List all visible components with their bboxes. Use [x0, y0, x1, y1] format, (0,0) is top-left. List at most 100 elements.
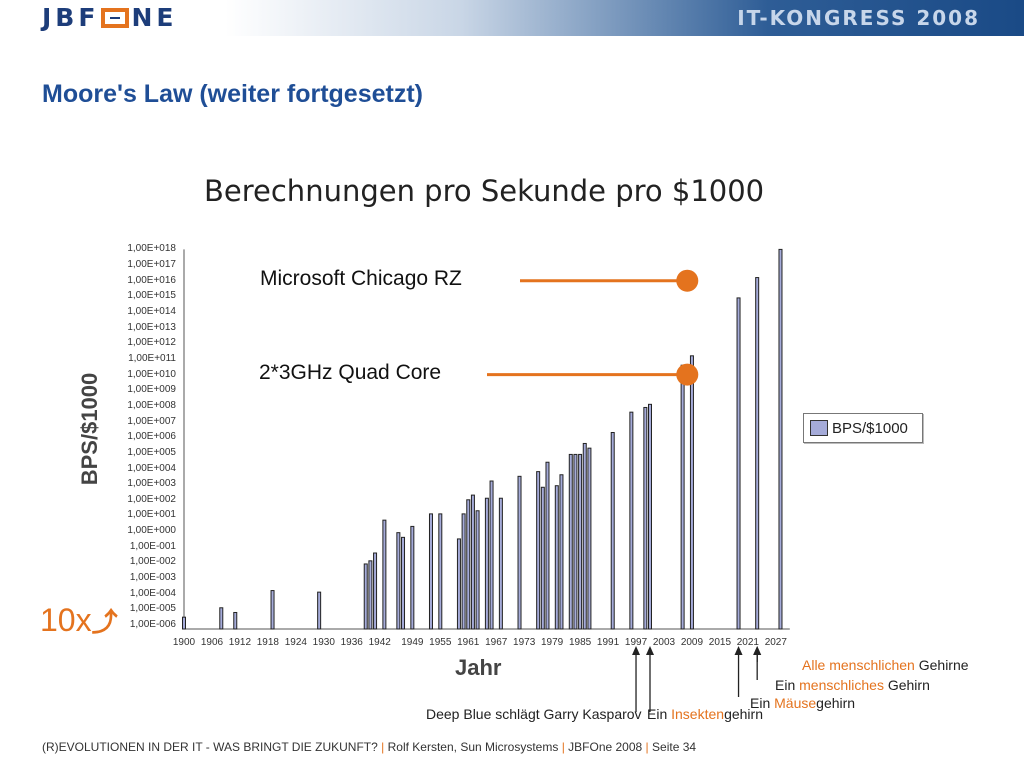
x-tick-label: 1912: [228, 637, 252, 648]
x-tick-label: 2027: [764, 637, 787, 648]
chart-bar: [396, 532, 401, 630]
chart-bar: [382, 519, 387, 630]
chart-bar: [317, 591, 322, 630]
chart-bar: [401, 536, 406, 630]
milestone-all-brains: Alle menschlichen Gehirne: [802, 657, 969, 673]
chart-bar: [270, 590, 275, 630]
chart-bar: [545, 461, 550, 630]
milestone-mouse-brain: Ein Mäusegehirn: [750, 695, 856, 711]
chart-bar: [182, 616, 186, 630]
chart-bar: [470, 494, 475, 630]
y-tick-label: 1,00E+001: [127, 509, 176, 521]
congress-title: IT-KONGRESS 2008: [737, 6, 980, 30]
x-tick-label: 1900: [172, 637, 196, 648]
y-tick-label: 1,00E+004: [127, 462, 176, 474]
legend-label: BPS/$1000: [832, 419, 908, 437]
y-tick-label: 1,00E+002: [127, 493, 176, 505]
x-tick-label: 2003: [652, 637, 676, 648]
chart-bar: [568, 453, 573, 630]
chart-bar: [219, 607, 224, 630]
y-tick-label: 1,00E+014: [127, 306, 176, 317]
x-tick-label: 1967: [485, 637, 508, 648]
chart-bar: [778, 248, 783, 630]
y-tick-label: 1,00E+013: [127, 321, 176, 333]
x-tick-label: 1936: [340, 637, 363, 648]
chart-bar: [536, 471, 541, 630]
callout-quad-core: 2*3GHz Quad Core: [259, 361, 442, 384]
header-bar: JBF NE IT-KONGRESS 2008: [0, 0, 1024, 36]
chart-bar: [554, 485, 559, 630]
chart-bar: [587, 447, 592, 630]
footer-event: JBFOne 2008: [568, 740, 643, 754]
chart-bar: [540, 486, 545, 630]
chart-bar: [475, 510, 480, 630]
footer: (R)EVOLUTIONEN IN DER IT - WAS BRINGT DI…: [42, 740, 697, 754]
y-tick-label: 1,00E+016: [127, 274, 176, 286]
chart-bar: [410, 525, 415, 630]
chart-bar: [498, 497, 503, 630]
x-tick-label: 1930: [312, 637, 335, 648]
chart-bar: [489, 480, 494, 630]
y-tick-label: 1,00E-004: [129, 587, 176, 599]
slide-title: Moore's Law (weiter fortgesetzt): [42, 80, 423, 108]
y-tick-label: 1,00E+012: [127, 337, 176, 349]
milestone-deep-blue: Deep Blue schlägt Garry Kasparov: [426, 706, 642, 722]
milestone-insect-brain: Ein Insektengehirn: [647, 706, 763, 722]
footer-title: (R)EVOLUTIONEN IN DER IT - WAS BRINGT DI…: [42, 740, 378, 754]
logo-text-left: JBF: [42, 3, 100, 32]
y-tick-label: 1,00E+007: [127, 415, 176, 427]
chart-bar: [456, 538, 461, 630]
chart-bar: [582, 442, 587, 630]
legend-swatch: [810, 420, 828, 436]
milestone-arrowhead: [632, 646, 641, 655]
chart-bar: [368, 560, 373, 630]
chart-bar: [610, 432, 615, 630]
callout-dot: [676, 363, 699, 386]
chart-bar: [466, 499, 471, 630]
y-tick-label: 1,00E-002: [129, 556, 176, 568]
x-tick-label: 1979: [541, 637, 564, 648]
y-tick-label: 1,00E-005: [129, 603, 176, 615]
chart-bar: [680, 364, 685, 630]
x-tick-label: 1924: [284, 637, 307, 648]
chart-bar: [648, 403, 652, 630]
chart-bar: [755, 277, 760, 630]
y-tick-label: 1,00E+010: [127, 368, 176, 380]
scale-marker: 10x⤴: [40, 602, 118, 639]
chart-bar: [559, 474, 564, 630]
y-tick-label: 1,00E-001: [129, 540, 176, 552]
scale-marker-text: 10x: [40, 602, 92, 638]
x-tick-label: 1942: [368, 637, 391, 648]
x-tick-label: 2021: [736, 637, 759, 648]
y-tick-label: 1,00E+017: [127, 259, 176, 271]
y-tick-label: 1,00E+000: [127, 525, 176, 537]
chart-legend: BPS/$1000: [803, 413, 923, 443]
y-tick-label: 1,00E+008: [127, 399, 176, 411]
y-tick-label: 1,00E+015: [127, 290, 176, 302]
y-tick-label: 1,00E+006: [127, 431, 176, 443]
x-tick-label: 1961: [457, 637, 480, 648]
y-tick-label: 1,00E+005: [127, 446, 176, 458]
callout-microsoft-chicago: Microsoft Chicago RZ: [260, 267, 462, 290]
y-tick-label: 1,00E+003: [127, 478, 176, 490]
orange-square-o-icon: [101, 8, 130, 28]
footer-author: Rolf Kersten, Sun Microsystems: [387, 740, 559, 754]
chart-bar: [438, 513, 443, 630]
milestone-arrowhead: [753, 646, 762, 655]
x-tick-label: 1973: [513, 637, 536, 648]
chart-bar: [736, 297, 741, 630]
y-tick-label: 1,00E+011: [128, 352, 176, 364]
jbfone-logo: JBF NE: [42, 3, 177, 32]
chart-bar: [517, 475, 522, 630]
milestone-human-brain: Ein menschliches Gehirn: [775, 677, 930, 693]
chart-bar: [428, 513, 433, 630]
chart-bar: [643, 406, 648, 630]
y-tick-label: 1,00E+018: [127, 243, 176, 255]
chart-bar: [573, 453, 578, 630]
x-tick-label: 1949: [401, 637, 424, 648]
y-tick-label: 1,00E-006: [129, 619, 176, 630]
chart-bar: [363, 563, 368, 630]
y-tick-label: 1,00E+009: [127, 384, 176, 396]
curved-up-arrow-icon: ⤴: [91, 607, 118, 637]
